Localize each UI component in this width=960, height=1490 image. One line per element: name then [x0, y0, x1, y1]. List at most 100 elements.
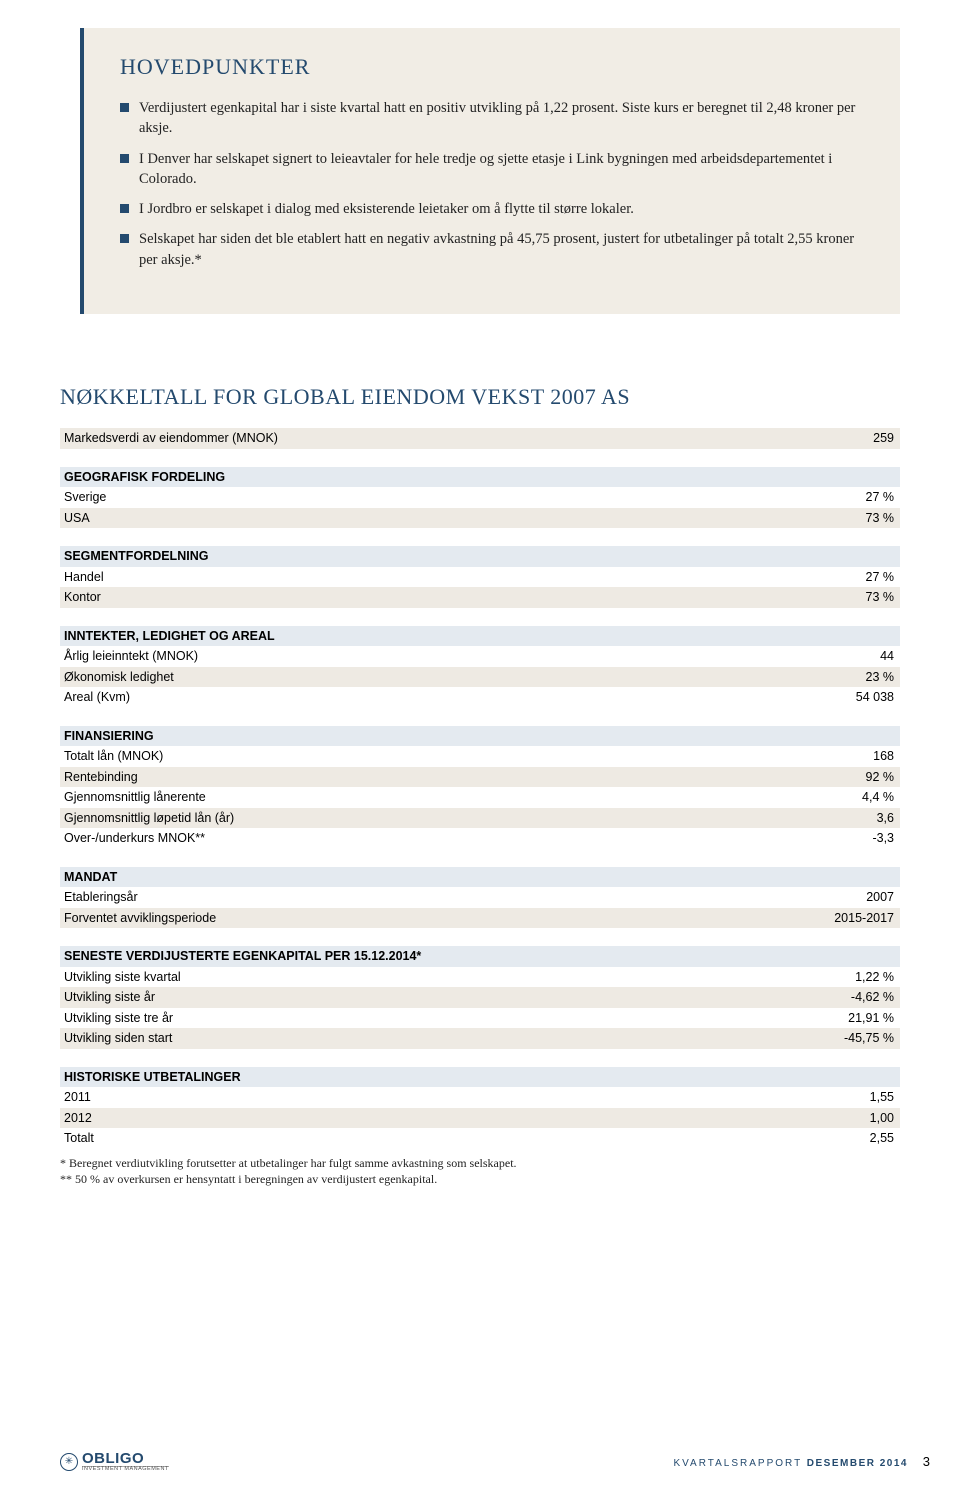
row-value: 27 % [866, 571, 895, 584]
table-row: Gjennomsnittlig lånerente4,4 % [60, 787, 900, 808]
bullet-item: Selskapet har siden det ble etablert hat… [120, 229, 864, 270]
footnote-line: ** 50 % av overkursen er hensyntatt i be… [60, 1171, 900, 1188]
row-value: 27 % [866, 491, 895, 504]
blank-row [60, 528, 900, 546]
row-label: Gjennomsnittlig løpetid lån (år) [64, 812, 234, 825]
row-label: Totalt [64, 1132, 94, 1145]
section-title: NØKKELTALL FOR GLOBAL EIENDOM VEKST 2007… [60, 384, 900, 410]
row-value: -45,75 % [844, 1032, 894, 1045]
row-value: 92 % [866, 771, 895, 784]
table-section-header: SENESTE VERDIJUSTERTE EGENKAPITAL PER 15… [60, 946, 900, 967]
row-value: 73 % [866, 591, 895, 604]
row-value: 54 038 [856, 691, 894, 704]
table-row: Sverige 27 % [60, 487, 900, 508]
row-value: 2015-2017 [834, 912, 894, 925]
logo-subtext: INVESTMENT MANAGEMENT [82, 1466, 169, 1472]
row-value: -3,3 [872, 832, 894, 845]
table-section-header: GEOGRAFISK FORDELING [60, 467, 900, 488]
row-label: Markedsverdi av eiendommer (MNOK) [64, 432, 278, 445]
row-label: Utvikling siste tre år [64, 1012, 173, 1025]
table-row: Årlig leieinntekt (MNOK) 44 [60, 646, 900, 667]
table-row: Markedsverdi av eiendommer (MNOK)259 [60, 428, 900, 449]
table-row: Utvikling siste kvartal1,22 % [60, 967, 900, 988]
key-figures-table: Markedsverdi av eiendommer (MNOK)259 GEOG… [60, 428, 900, 1149]
row-label: Utvikling siste år [64, 991, 155, 1004]
blank-row [60, 928, 900, 946]
row-label: Utvikling siste kvartal [64, 971, 181, 984]
row-label: Handel [64, 571, 104, 584]
row-label: Utvikling siden start [64, 1032, 172, 1045]
table-row: Totalt lån (MNOK) 168 [60, 746, 900, 767]
row-label: Forventet avviklingsperiode [64, 912, 216, 925]
table-section-header: FINANSIERING [60, 726, 900, 747]
table-row: Utvikling siden start -45,75 % [60, 1028, 900, 1049]
report-period: DESEMBER 2014 [807, 1458, 908, 1469]
table-row: Etableringsår 2007 [60, 887, 900, 908]
row-value: 168 [873, 750, 894, 763]
table-row: Utvikling siste år -4,62 % [60, 987, 900, 1008]
row-label: Årlig leieinntekt (MNOK) [64, 650, 198, 663]
table-row: USA 73 % [60, 508, 900, 529]
blank-row [60, 849, 900, 867]
row-label: Gjennomsnittlig lånerente [64, 791, 206, 804]
row-value: 2007 [866, 891, 894, 904]
row-label: Totalt lån (MNOK) [64, 750, 163, 763]
blank-row [60, 1049, 900, 1067]
table-row: Økonomisk ledighet 23 % [60, 667, 900, 688]
row-label: Over-/underkurs MNOK** [64, 832, 205, 845]
bullet-text: Verdijustert egenkapital har i siste kva… [139, 98, 864, 139]
bullet-text: I Jordbro er selskapet i dialog med eksi… [139, 199, 634, 219]
table-section-header: SEGMENTFORDELNING [60, 546, 900, 567]
footnote-line: * Beregnet verdiutvikling forutsetter at… [60, 1155, 900, 1172]
blank-row [60, 708, 900, 726]
row-value: 3,6 [877, 812, 894, 825]
table-row: Utvikling siste tre år 21,91 % [60, 1008, 900, 1029]
row-label: Kontor [64, 591, 101, 604]
logo-text: OBLIGO [82, 1451, 169, 1467]
blank-row [60, 608, 900, 626]
row-value: 2,55 [870, 1132, 894, 1145]
bullet-text: Selskapet har siden det ble etablert hat… [139, 229, 864, 270]
row-value: -4,62 % [851, 991, 894, 1004]
row-label: Etableringsår [64, 891, 138, 904]
row-label: 2012 [64, 1112, 92, 1125]
row-label: 2011 [64, 1091, 91, 1104]
bullet-square-icon [120, 103, 129, 112]
bullet-item: I Denver har selskapet signert to leieav… [120, 149, 864, 190]
row-value: 1,55 [870, 1091, 894, 1104]
row-value: 23 % [866, 671, 895, 684]
table-row: Rentebinding 92 % [60, 767, 900, 788]
table-section-header: INNTEKTER, LEDIGHET OG AREAL [60, 626, 900, 647]
bullet-item: Verdijustert egenkapital har i siste kva… [120, 98, 864, 139]
bullet-square-icon [120, 154, 129, 163]
bullet-square-icon [120, 234, 129, 243]
row-label: Sverige [64, 491, 106, 504]
table-row: Over-/underkurs MNOK** -3,3 [60, 828, 900, 849]
table-row: 2012 1,00 [60, 1108, 900, 1129]
row-value: 21,91 % [848, 1012, 894, 1025]
row-label: Økonomisk ledighet [64, 671, 174, 684]
row-label: Areal (Kvm) [64, 691, 130, 704]
bullet-text: I Denver har selskapet signert to leieav… [139, 149, 864, 190]
row-label: USA [64, 512, 90, 525]
bullet-item: I Jordbro er selskapet i dialog med eksi… [120, 199, 864, 219]
table-section-header: HISTORISKE UTBETALINGER [60, 1067, 900, 1088]
table-row: 2011 1,55 [60, 1087, 900, 1108]
report-label: KVARTALSRAPPORT [673, 1458, 802, 1469]
bullet-square-icon [120, 204, 129, 213]
row-value: 1,00 [870, 1112, 894, 1125]
table-row: Handel 27 % [60, 567, 900, 588]
row-label: Rentebinding [64, 771, 138, 784]
blank-row [60, 449, 900, 467]
hovedpunkter-box: HOVEDPUNKTER Verdijustert egenkapital ha… [80, 28, 900, 314]
row-value: 73 % [866, 512, 895, 525]
bullets-list: Verdijustert egenkapital har i siste kva… [120, 98, 864, 270]
table-row: Kontor 73 % [60, 587, 900, 608]
table-row: Forventet avviklingsperiode 2015-2017 [60, 908, 900, 929]
table-row: Totalt 2,55 [60, 1128, 900, 1149]
table-row: Gjennomsnittlig løpetid lån (år) 3,6 [60, 808, 900, 829]
footnotes: * Beregnet verdiutvikling forutsetter at… [60, 1155, 900, 1189]
row-value: 44 [880, 650, 894, 663]
hovedpunkter-title: HOVEDPUNKTER [120, 54, 864, 80]
table-row: Areal (Kvm) 54 038 [60, 687, 900, 708]
